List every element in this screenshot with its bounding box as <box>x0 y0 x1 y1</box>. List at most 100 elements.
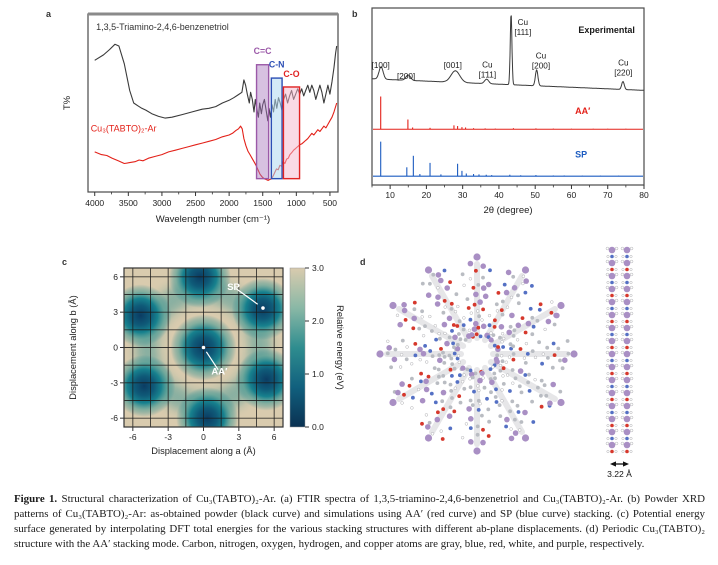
structure-atom <box>533 378 537 382</box>
structure-atom <box>480 439 486 446</box>
structure-column-atom <box>625 280 629 285</box>
panel-c-label: c <box>62 257 68 267</box>
structure-column-atom <box>605 311 609 316</box>
structure-atom <box>477 377 483 384</box>
structure-atom <box>446 315 453 322</box>
structure-column-atom <box>629 320 633 323</box>
structure-atom <box>468 385 473 390</box>
structure-column-atom <box>605 428 609 433</box>
structure-column-atom <box>621 294 625 297</box>
structure-column-atom <box>606 281 610 284</box>
structure-atom <box>420 315 424 319</box>
structure-atom <box>457 332 461 336</box>
structure-column-atom <box>615 389 619 394</box>
structure-atom <box>511 381 515 385</box>
structure-atom <box>493 318 497 323</box>
spacing-arrowhead-right <box>623 461 629 467</box>
structure-column-copper <box>608 337 616 345</box>
structure-atom <box>462 283 466 287</box>
structure-atom <box>441 350 445 355</box>
structure-atom <box>460 436 465 440</box>
structure-atom <box>412 300 417 305</box>
structure-atom <box>552 353 557 357</box>
structure-atom <box>453 386 457 390</box>
structure-column-copper <box>608 402 616 410</box>
structure-atom <box>400 338 405 343</box>
structure-column-atom <box>630 298 634 303</box>
structure-atom <box>498 363 503 368</box>
structure-atom <box>434 301 441 307</box>
structure-atom <box>493 395 498 399</box>
structure-column-atom <box>614 294 618 297</box>
structure-copper-inner <box>469 332 475 338</box>
structure-atom <box>501 366 506 371</box>
structure-column-copper <box>608 389 616 397</box>
structure-atom <box>423 324 427 328</box>
structure-atom <box>476 408 481 412</box>
structure-atom <box>463 338 468 342</box>
structure-column-atom <box>629 437 633 440</box>
structure-column-atom <box>605 350 609 355</box>
structure-atom <box>513 376 518 381</box>
structure-atom <box>535 318 540 323</box>
structure-column-atom <box>610 384 614 389</box>
structure-atom <box>423 386 430 393</box>
structure-column-atom <box>620 311 624 316</box>
structure-copper-tip <box>473 253 481 261</box>
structure-column-atom <box>621 346 625 349</box>
ftir-series-label-1: Cu₃(TABTO)₂-Ar <box>91 123 157 133</box>
structure-column-atom <box>630 272 634 277</box>
structure-atom <box>455 356 460 361</box>
structure-atom <box>454 292 459 297</box>
structure-atom <box>480 318 484 322</box>
structure-column-atom <box>620 428 624 433</box>
structure-atom <box>501 345 505 349</box>
structure-arm-streak <box>396 306 467 349</box>
structure-column-atom <box>615 415 619 420</box>
structure-column-atom <box>629 424 633 427</box>
structure-atom <box>502 336 506 341</box>
structure-atom <box>468 368 473 373</box>
structure-copper-atom <box>401 302 407 308</box>
structure-atom <box>430 329 434 333</box>
pes-xtick-label: 3 <box>236 432 241 442</box>
structure-atom <box>513 417 517 422</box>
structure-atom <box>403 318 408 322</box>
structure-atom <box>509 312 515 319</box>
structure-copper-atom <box>562 357 568 363</box>
structure-atom <box>458 373 462 378</box>
structure-atom <box>386 339 390 343</box>
structure-atom <box>441 321 448 328</box>
structure-atom <box>516 301 521 306</box>
structure-atom <box>473 371 478 376</box>
caption-label: Figure 1. <box>14 493 58 505</box>
structure-column-atom <box>625 254 629 259</box>
structure-atom <box>402 392 406 397</box>
structure-atom <box>458 337 463 342</box>
ftir-series-label-0: 1,3,5-Triamino-2,4,6-benzenetriol <box>96 22 229 32</box>
structure-atom <box>450 374 454 378</box>
structure-copper-tip <box>389 398 397 407</box>
structure-column-atom <box>625 358 629 363</box>
structure-atom <box>410 376 414 381</box>
xrd-peak-label: [200] <box>397 72 415 81</box>
xrd-xtick-label: 70 <box>603 190 613 200</box>
pes-xtick-label: 0 <box>201 432 206 442</box>
structure-column-atom <box>625 384 629 389</box>
structure-atom <box>423 344 427 348</box>
structure-column-atom <box>629 255 633 258</box>
structure-atom <box>500 359 505 364</box>
structure-atom <box>544 393 549 398</box>
pes-ytick-label: 0 <box>113 343 118 353</box>
structure-atom <box>400 401 404 405</box>
structure-atom <box>527 389 532 393</box>
structure-column-atom <box>629 268 633 271</box>
structure-atom <box>494 302 499 307</box>
structure-atom <box>452 366 457 371</box>
structure-atom <box>450 396 454 400</box>
structure-atom <box>487 419 491 424</box>
structure-copper-tip <box>389 301 397 310</box>
structure-column-atom <box>605 246 609 251</box>
structure-column-atom <box>630 402 634 407</box>
structure-atom <box>516 293 520 298</box>
